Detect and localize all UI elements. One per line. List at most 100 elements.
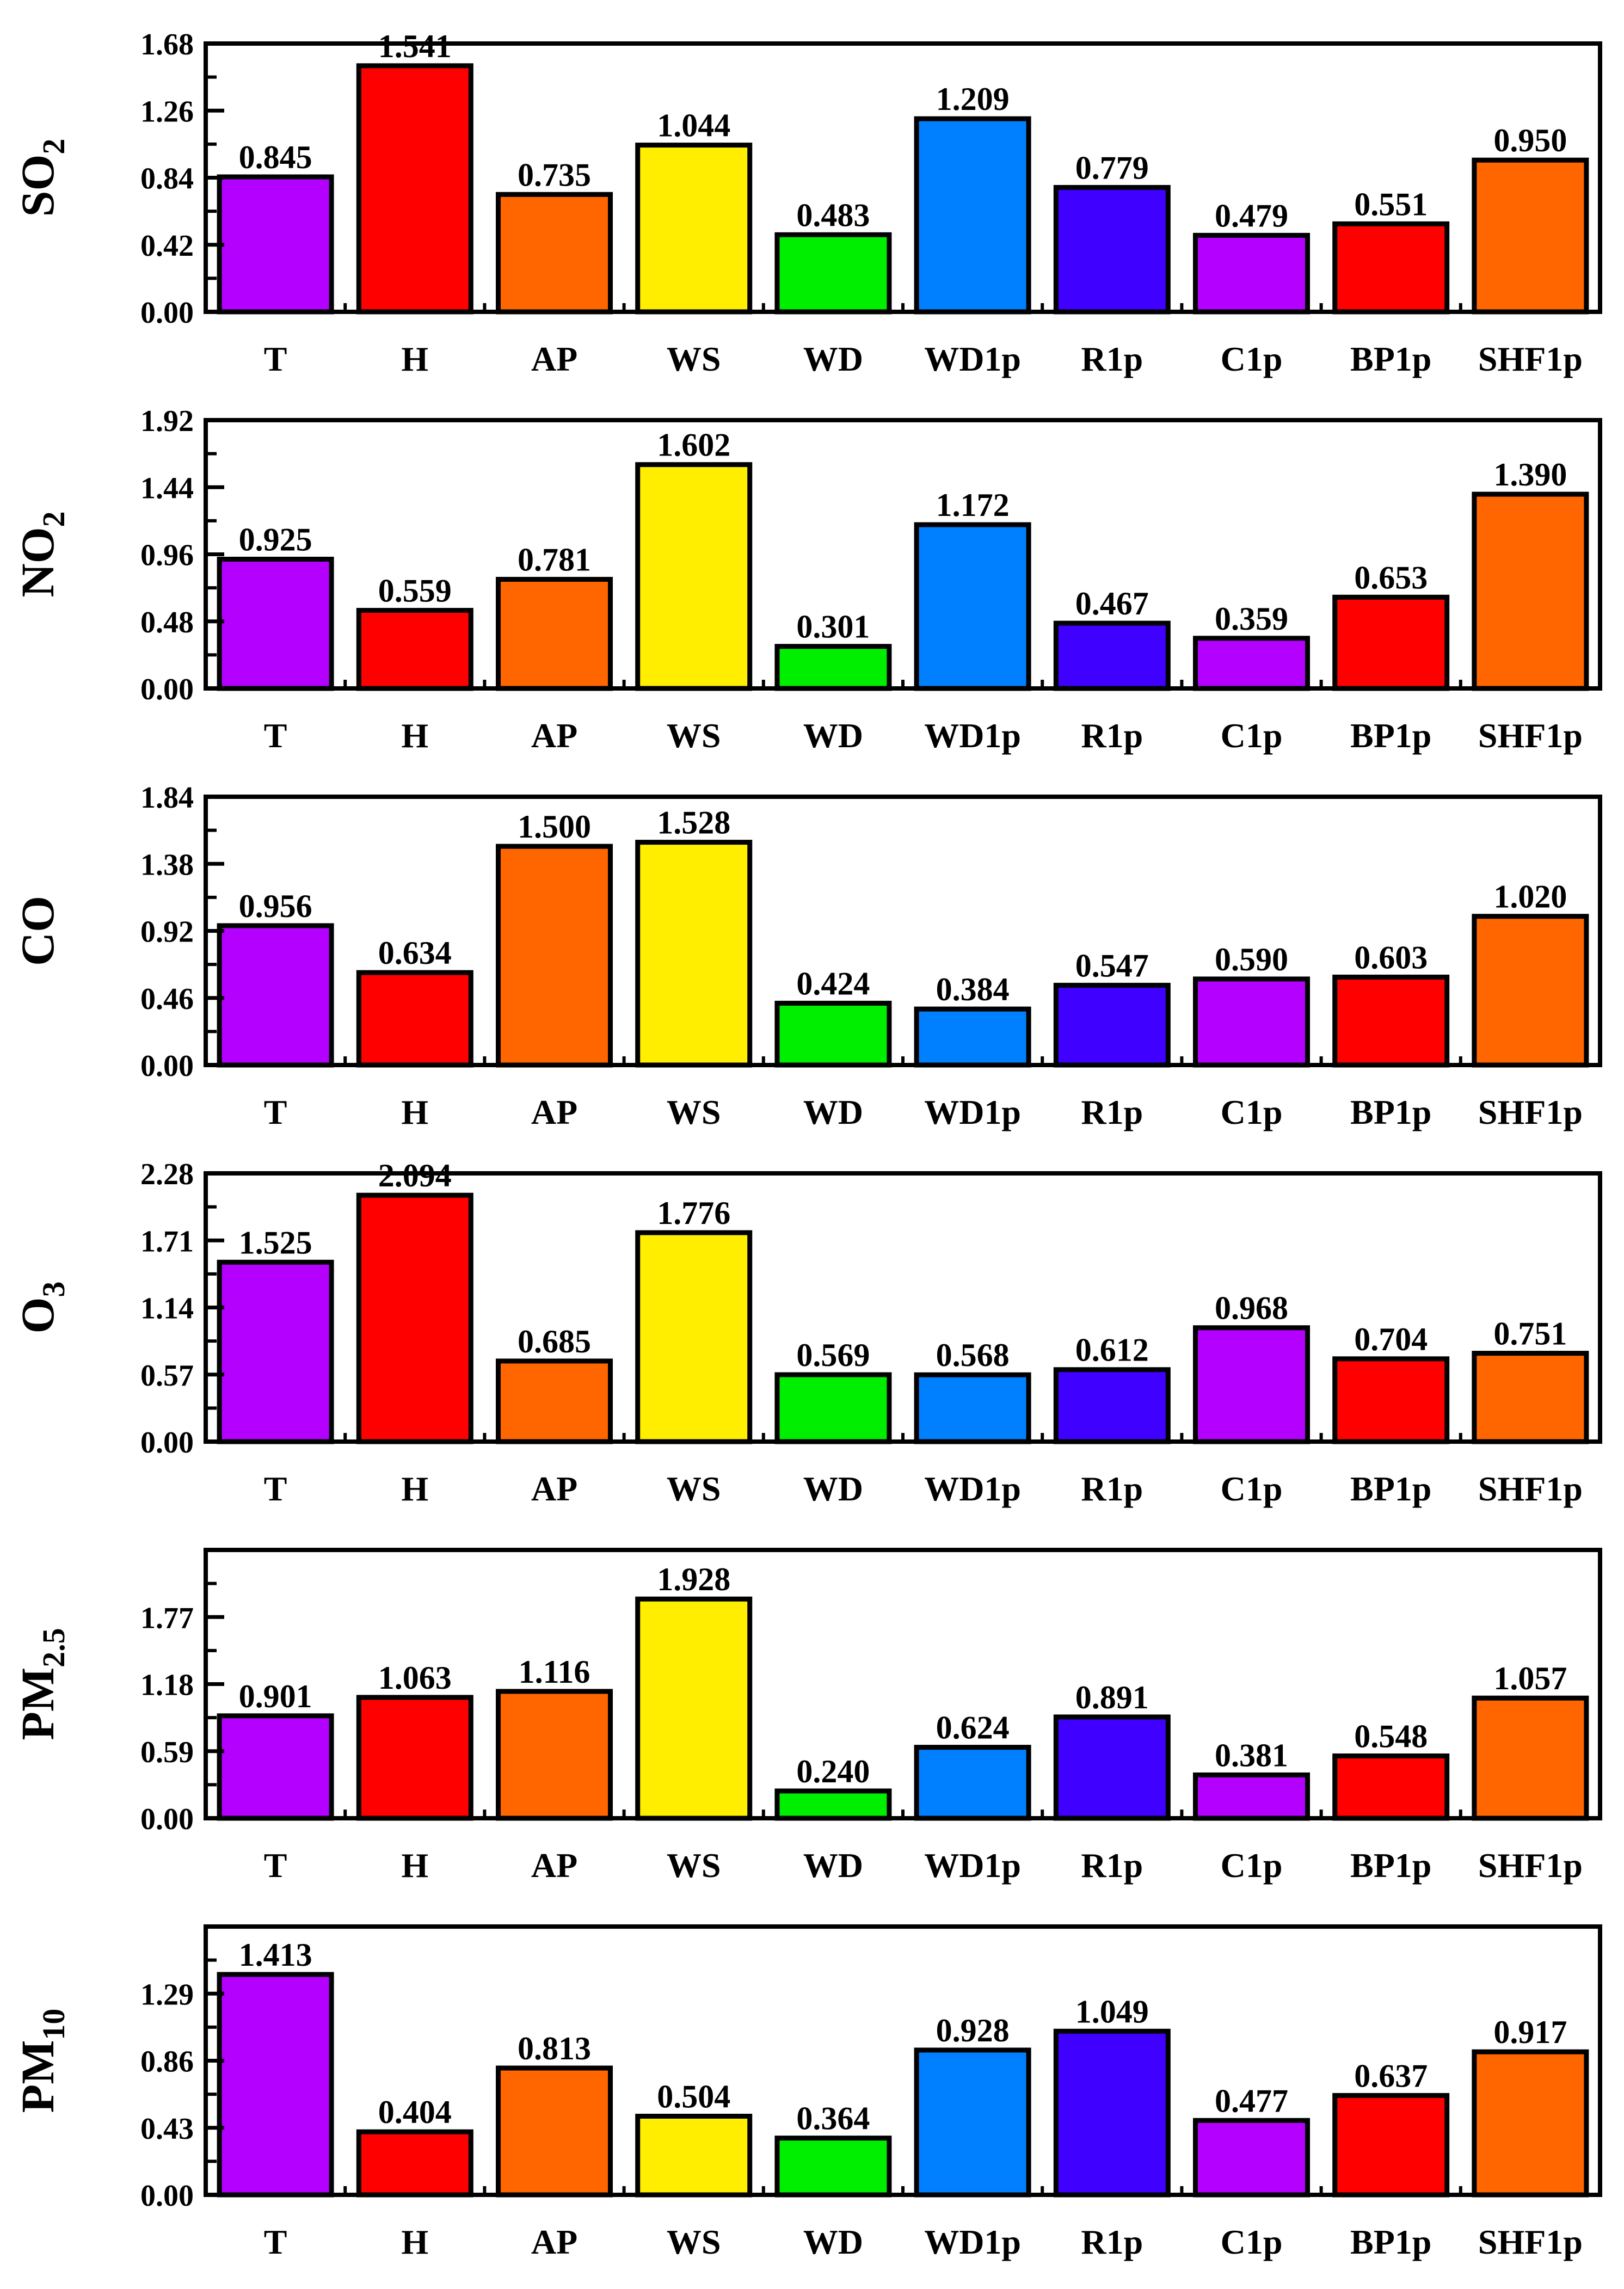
y-axis-label-subscript: 3 bbox=[36, 1282, 71, 1297]
bar-value-label: 1.500 bbox=[518, 809, 591, 845]
bar-value-label: 1.776 bbox=[657, 1195, 730, 1231]
bar-value-label: 1.413 bbox=[239, 1937, 312, 1973]
x-category-label: C1p bbox=[1221, 340, 1283, 378]
x-category-label: T bbox=[264, 716, 287, 755]
x-category-label: WD bbox=[803, 340, 863, 378]
bar bbox=[356, 63, 473, 315]
chart-panel: 0.925 0.559 0.781 1.602 0.301 1.172 0.467 0.359… bbox=[11, 404, 1602, 755]
x-category-label: BP1p bbox=[1350, 716, 1431, 755]
bar bbox=[356, 2129, 473, 2198]
bar-value-label: 0.547 bbox=[1075, 947, 1149, 983]
y-tick-label: 0.00 bbox=[140, 673, 194, 706]
x-category-label: R1p bbox=[1081, 1093, 1143, 1131]
x-category-label: SHF1p bbox=[1478, 2223, 1583, 2261]
bar bbox=[1053, 620, 1171, 691]
bar-value-label: 0.603 bbox=[1354, 939, 1428, 975]
bar-value-label: 0.551 bbox=[1354, 186, 1428, 222]
x-category-label: WD1p bbox=[924, 2223, 1021, 2261]
bar-value-label: 0.569 bbox=[796, 1337, 870, 1373]
bar-value-label: 1.049 bbox=[1075, 1993, 1149, 2029]
bar bbox=[1193, 1325, 1310, 1444]
bar-value-label: 0.845 bbox=[239, 139, 312, 175]
y-axis-label: SO2 bbox=[11, 139, 71, 217]
bar-value-label: 0.504 bbox=[657, 2079, 730, 2115]
x-category-label: BP1p bbox=[1350, 1469, 1431, 1508]
x-category-label: T bbox=[264, 1846, 287, 1885]
bar-value-label: 0.968 bbox=[1215, 1290, 1288, 1326]
bar-value-label: 1.172 bbox=[936, 487, 1010, 523]
x-category-label: T bbox=[264, 1469, 287, 1508]
x-category-label: SHF1p bbox=[1478, 1469, 1583, 1508]
y-axis-label: PM10 bbox=[11, 2009, 71, 2113]
bar-value-label: 0.917 bbox=[1493, 2014, 1567, 2050]
y-tick-label: 0.43 bbox=[140, 2112, 194, 2146]
bar bbox=[1332, 1356, 1450, 1444]
bar bbox=[356, 608, 473, 691]
x-category-label: H bbox=[401, 340, 428, 378]
bar-value-label: 0.634 bbox=[378, 935, 452, 971]
bar-value-label: 0.956 bbox=[239, 888, 312, 924]
x-category-label: WS bbox=[667, 1846, 721, 1885]
y-tick-label: 0.00 bbox=[140, 1426, 194, 1460]
x-category-label: H bbox=[401, 1846, 428, 1885]
bar-value-label: 0.559 bbox=[378, 573, 452, 609]
bar bbox=[217, 1713, 334, 1821]
bar-value-label: 0.751 bbox=[1493, 1316, 1567, 1352]
y-tick-label: 0.96 bbox=[140, 539, 194, 573]
bar bbox=[914, 116, 1031, 315]
x-category-label: WD bbox=[803, 1469, 863, 1508]
bar-value-label: 0.925 bbox=[239, 522, 312, 558]
y-tick-label: 0.00 bbox=[140, 1802, 194, 1836]
y-tick-label: 0.48 bbox=[140, 606, 194, 639]
chart-panel: 0.901 1.063 1.116 1.928 0.240 0.624 0.891 0.381… bbox=[11, 1548, 1602, 1885]
x-category-label: AP bbox=[531, 1469, 577, 1508]
y-tick-label: 1.14 bbox=[140, 1292, 194, 1326]
x-category-label: C1p bbox=[1221, 2223, 1283, 2261]
bar bbox=[1193, 1772, 1310, 1821]
y-tick-label: 1.71 bbox=[140, 1225, 194, 1258]
bar bbox=[1472, 1351, 1589, 1444]
bar-value-label: 1.390 bbox=[1493, 457, 1567, 493]
x-category-label: H bbox=[401, 716, 428, 755]
y-tick-label: 0.46 bbox=[140, 982, 194, 1016]
bar bbox=[635, 2114, 753, 2198]
bar bbox=[1053, 184, 1171, 315]
y-axis-label-main: O bbox=[11, 1297, 64, 1334]
bar bbox=[496, 2065, 613, 2198]
bar bbox=[1472, 1695, 1589, 1821]
bar bbox=[774, 1372, 892, 1444]
y-tick-label: 2.28 bbox=[140, 1158, 194, 1191]
y-tick-label: 0.59 bbox=[140, 1736, 194, 1769]
x-category-label: H bbox=[401, 2223, 428, 2261]
bar bbox=[1332, 594, 1450, 691]
bar bbox=[1332, 1753, 1450, 1821]
bar bbox=[635, 462, 753, 691]
bar-value-label: 0.240 bbox=[796, 1753, 870, 1789]
x-category-label: R1p bbox=[1081, 340, 1143, 378]
x-category-label: C1p bbox=[1221, 1469, 1283, 1508]
bar-value-label: 1.541 bbox=[378, 28, 452, 64]
y-axis-label-subscript: 2.5 bbox=[36, 1628, 71, 1667]
bar bbox=[1053, 2028, 1171, 2198]
bar bbox=[217, 1259, 334, 1444]
y-axis-label: O3 bbox=[11, 1282, 71, 1334]
bar bbox=[1472, 157, 1589, 315]
bar-value-label: 0.381 bbox=[1215, 1737, 1288, 1773]
chart-panel: 1.525 2.094 0.685 1.776 0.569 0.568 0.612 0.968… bbox=[11, 1158, 1602, 1508]
bar-value-label: 0.781 bbox=[518, 542, 591, 578]
y-axis-label: NO2 bbox=[11, 512, 71, 598]
y-tick-label: 1.92 bbox=[140, 404, 194, 438]
x-category-label: C1p bbox=[1221, 716, 1283, 755]
bar bbox=[914, 1372, 1031, 1444]
bar-value-label: 0.590 bbox=[1215, 942, 1288, 977]
x-category-label: AP bbox=[531, 2223, 577, 2261]
bar bbox=[635, 1230, 753, 1444]
bar bbox=[1193, 976, 1310, 1068]
x-category-label: SHF1p bbox=[1478, 1093, 1583, 1131]
y-axis-label-main: PM bbox=[11, 2040, 64, 2113]
bar bbox=[774, 2136, 892, 2198]
bar-value-label: 0.704 bbox=[1354, 1321, 1428, 1357]
x-category-label: WS bbox=[667, 1469, 721, 1508]
bar bbox=[1193, 636, 1310, 691]
bar bbox=[1053, 1367, 1171, 1444]
